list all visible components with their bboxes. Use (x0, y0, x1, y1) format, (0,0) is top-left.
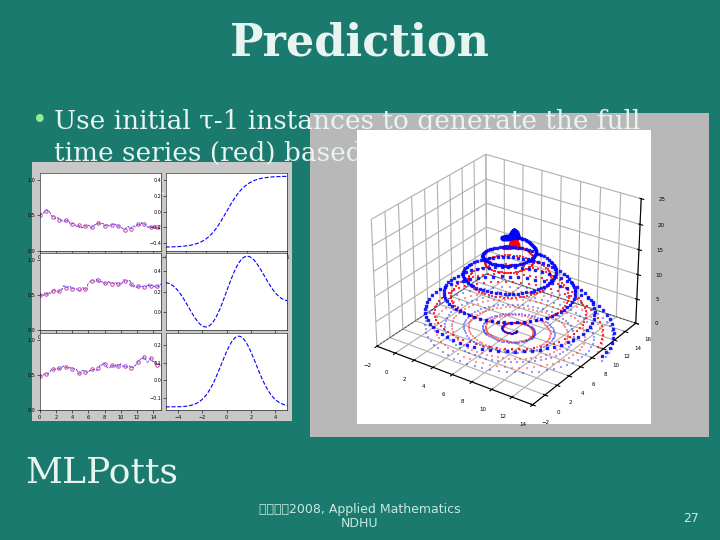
Bar (310, 113, 709, 437)
Text: •: • (32, 109, 48, 134)
Text: Use initial τ-1 instances to generate the full: Use initial τ-1 instances to generate th… (54, 109, 640, 134)
Text: network: network (54, 174, 164, 199)
Text: time series (red) based on derived MLPotts: time series (red) based on derived MLPot… (54, 141, 634, 166)
Bar (32, 162, 292, 421)
Text: 數倦方法2008, Applied Mathematics: 數倦方法2008, Applied Mathematics (259, 503, 461, 516)
Text: NDHU: NDHU (341, 517, 379, 530)
Text: Prediction: Prediction (230, 22, 490, 65)
Text: MLPotts: MLPotts (25, 456, 179, 489)
Text: 27: 27 (683, 512, 699, 525)
